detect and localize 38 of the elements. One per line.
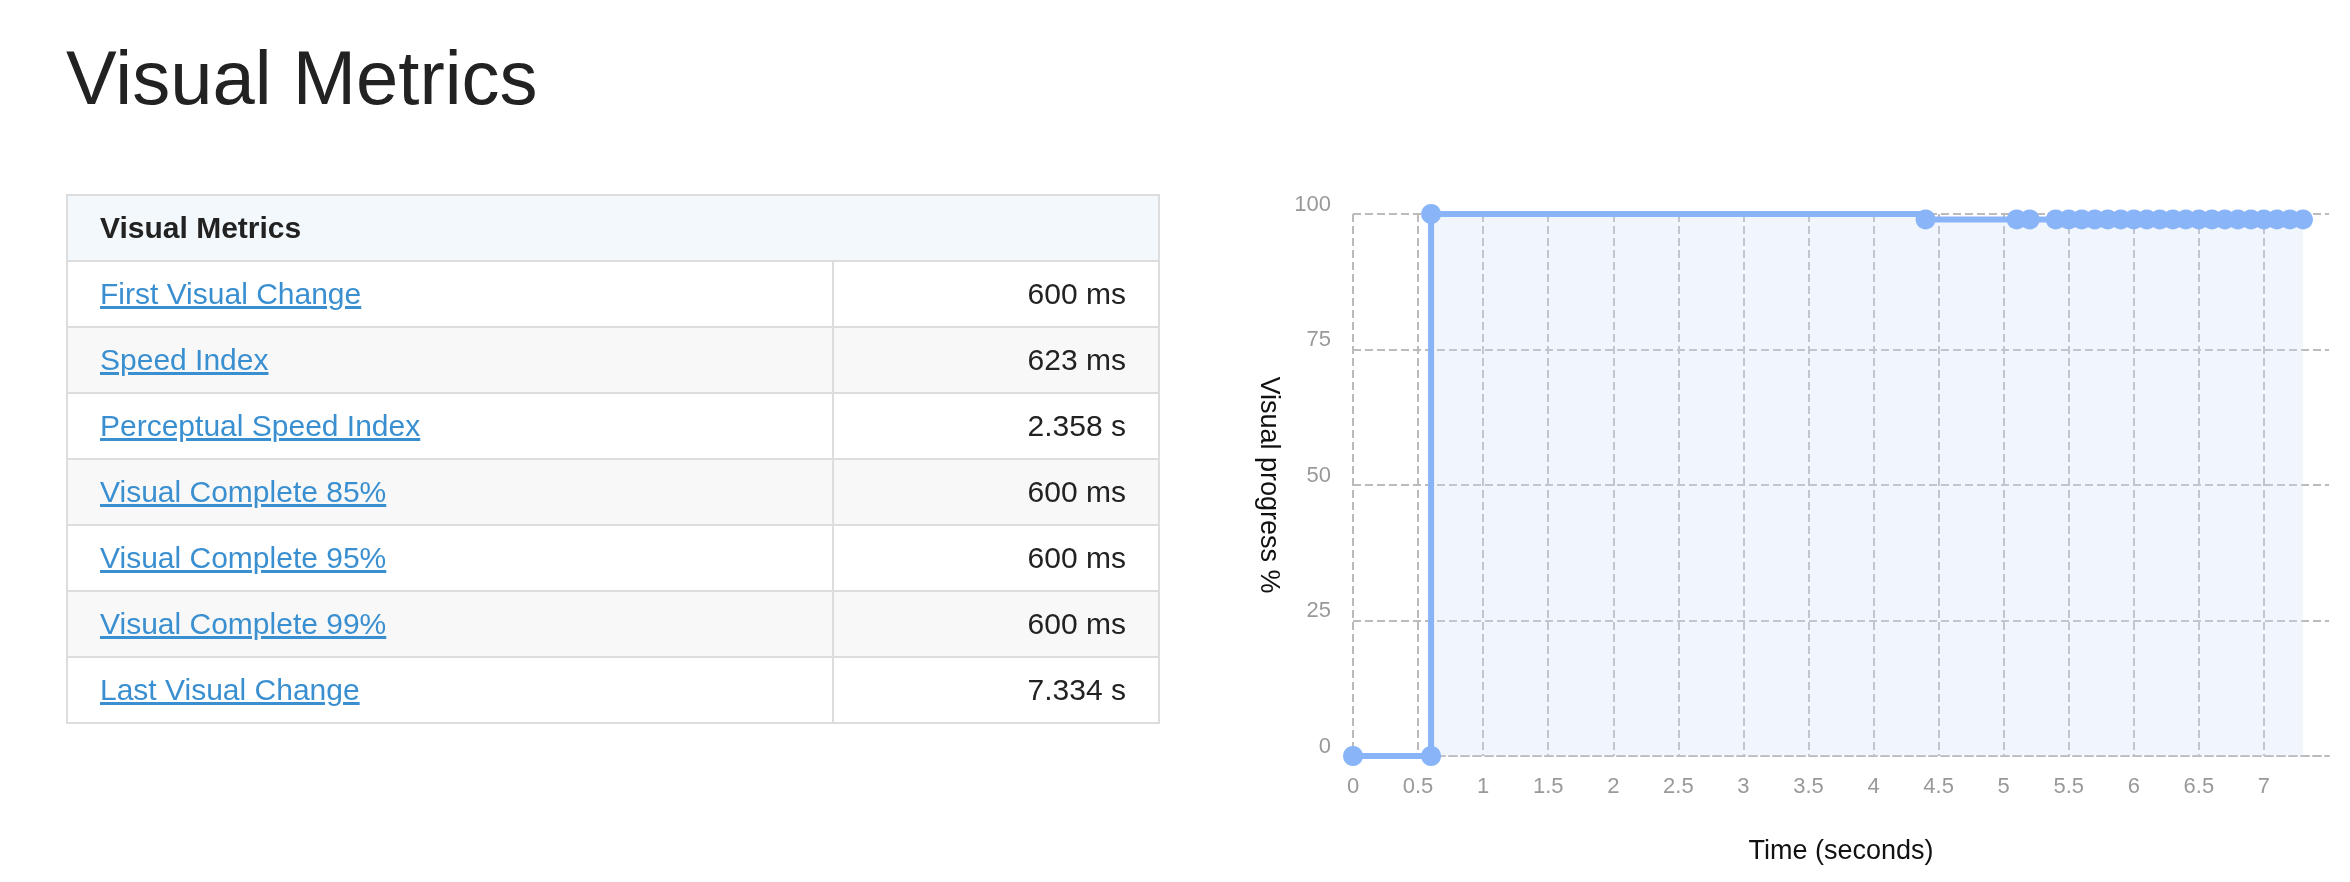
x-axis-title: Time (seconds) (1748, 834, 1934, 865)
text: 2.358 s (1027, 409, 1126, 442)
category-label: Perceptual Speed Index (100, 409, 421, 442)
text: 623 ms (1027, 343, 1126, 376)
y-tick-label: 100 (1294, 190, 1331, 216)
x-tick-label: 5.5 (2053, 772, 2085, 798)
category-label: Speed Index (100, 343, 269, 376)
category-label: Visual Complete 85% (100, 475, 387, 508)
x-tick-label: 6.5 (2183, 772, 2215, 798)
x-tick-label: 4 (1867, 772, 1880, 798)
x-tick-label: 1 (1477, 772, 1490, 798)
text: 600 ms (1027, 475, 1126, 508)
x-tick-label: 4.5 (1923, 772, 1954, 798)
x-tick-label: 2.5 (1663, 772, 1694, 798)
y-tick-label: 75 (1306, 326, 1331, 351)
category-label: Last Visual Change (100, 673, 360, 706)
x-tick-label: 5 (1997, 772, 2010, 798)
category-label: First Visual Change (100, 277, 362, 310)
x-tick-label: 3.5 (1793, 772, 1824, 798)
y-tick-label: 50 (1306, 461, 1331, 487)
x-tick-label: 2 (1607, 772, 1620, 798)
x-tick-label: 7 (2257, 772, 2271, 798)
y-tick-label: 25 (1306, 597, 1331, 622)
x-tick-label: 6 (2127, 772, 2140, 798)
category-label: Visual Complete 95% (100, 541, 387, 574)
x-tick-label: 0 (1346, 772, 1360, 798)
x-tick-label: 1.5 (1532, 772, 1564, 798)
x-tick-label: 3 (1737, 772, 1750, 798)
x-tick-label: 0.5 (1402, 772, 1434, 798)
text: 600 ms (1027, 607, 1126, 640)
text: 600 ms (1027, 541, 1126, 574)
text: Visual Metrics (66, 34, 539, 122)
y-axis-title: Visual progress % (1254, 376, 1285, 594)
category-label: Visual Complete 99% (100, 607, 387, 640)
y-tick-label: 0 (1318, 732, 1331, 758)
text: 600 ms (1027, 277, 1126, 310)
text: 7.334 s (1027, 673, 1126, 706)
text: Visual Metrics (67, 195, 1159, 261)
